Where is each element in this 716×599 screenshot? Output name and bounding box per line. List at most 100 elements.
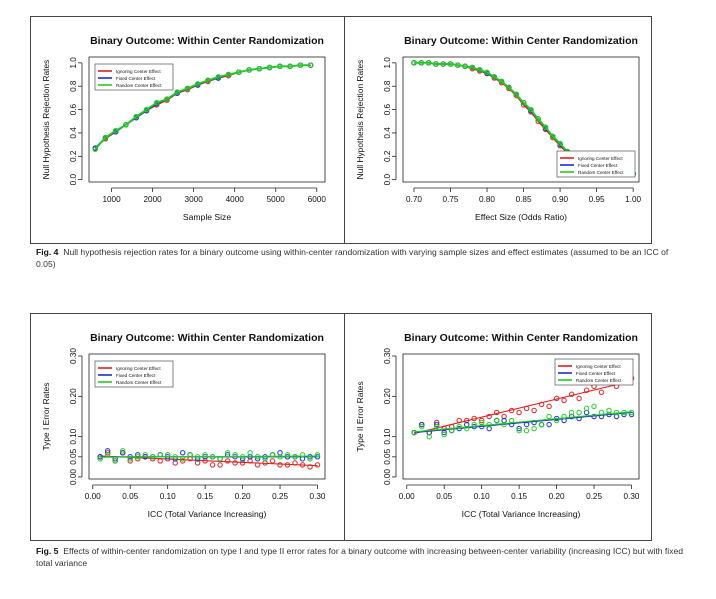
data-point-2 [520,99,527,106]
plot-frame [88,353,326,480]
plot-frame [402,353,640,480]
x-axis-label: Sample Size [183,212,231,222]
data-point-0 [232,460,238,466]
data-point-2 [157,452,163,458]
data-point-2 [314,452,321,458]
data-point-2 [598,409,605,416]
data-point-0 [254,462,261,468]
y-tick-label: 0.30 [383,348,392,364]
chart-title: Binary Outcome: Within Center Randomizat… [90,35,324,47]
figure-4: Binary Outcome: Within Center Randomizat… [30,16,652,244]
data-point-2 [142,452,148,458]
chart-f5b: Binary Outcome: Within Center Randomizat… [355,332,640,519]
data-point-2 [523,427,530,434]
data-point-0 [104,450,111,456]
data-point-0 [224,458,231,464]
legend-entry: Ignoring Center Effect [116,69,161,74]
x-axis-label: ICC (Total Variance Increasing) [462,509,581,519]
data-point-1 [523,421,530,428]
figure-4-caption: Fig. 4 Null hypothesis rejection rates f… [36,246,686,270]
data-point-2 [143,106,150,113]
data-point-2 [535,116,541,122]
x-tick-label: 0.25 [586,492,602,501]
x-tick-label: 5000 [267,195,286,204]
data-point-0 [508,407,515,414]
x-axis-label: Effect Size (Odds Ratio) [475,212,567,222]
data-point-2 [471,421,477,428]
data-point-2 [194,454,201,460]
data-point-2 [493,417,500,424]
figure-4-panel-right: Binary Outcome: Within Center Randomizat… [344,17,652,243]
data-point-1 [441,429,447,436]
data-point-2 [628,409,635,416]
data-point-2 [97,456,103,462]
data-point-2 [561,413,567,420]
data-point-2 [284,452,291,458]
data-point-2 [202,452,208,458]
data-point-2 [307,456,313,462]
data-point-2 [127,456,133,462]
y-tick-label: 0.10 [383,428,392,444]
fit-line-1 [414,411,632,434]
data-point-2 [538,421,545,428]
data-point-1 [456,425,462,432]
data-point-2 [426,433,432,440]
data-point-1 [546,421,552,428]
data-point-2 [262,456,268,462]
data-point-2 [508,417,515,424]
data-point-2 [418,423,425,430]
data-point-2 [550,133,556,140]
figure-5-caption: Fig. 5 Effects of within-center randomiz… [36,545,686,569]
data-point-2 [134,454,141,460]
data-point-2 [149,454,156,460]
data-point-0 [561,397,567,404]
data-point-2 [119,448,126,454]
x-tick-label: 6000 [308,195,327,204]
data-point-0 [217,462,223,468]
x-tick-label: 1000 [102,195,121,204]
data-point-2 [287,63,293,70]
data-point-2 [153,99,160,106]
x-axis-label: ICC (Total Variance Increasing) [148,509,267,519]
x-tick-label: 4000 [226,195,245,204]
data-point-2 [441,431,447,438]
data-point-0 [553,395,560,402]
figure-4-panel-left: Binary Outcome: Within Center Randomizat… [31,17,338,243]
y-axis-label: Type I Error Rates [41,383,51,451]
data-point-2 [266,64,273,71]
data-point-2 [179,456,186,462]
y-tick-label: 0.2 [69,150,78,162]
data-point-2 [463,425,470,432]
figure-4-label: Fig. 4 [36,247,59,257]
data-point-2 [205,77,211,84]
data-point-0 [538,401,545,408]
y-axis-label: Type II Error Rates [355,381,365,451]
data-point-1 [433,421,440,428]
data-point-0 [583,387,590,394]
data-point-2 [307,62,314,68]
plot-frame [402,56,640,183]
data-point-2 [256,65,263,72]
x-tick-label: 1.00 [625,195,641,204]
data-point-1 [119,450,126,456]
figure-5-panel-right: Binary Outcome: Within Center Randomizat… [344,314,652,540]
legend-entry: Random Center Effect [578,170,624,175]
data-point-2 [184,85,191,92]
data-point-0 [299,462,306,468]
series-line-2 [94,64,311,150]
figure-5: Binary Outcome: Within Center Randomizat… [30,313,652,541]
data-point-2 [469,64,476,71]
x-tick-label: 0.30 [310,492,326,501]
data-point-2 [224,450,231,456]
y-axis-label: Null Hypothesis Rejection Rates [355,60,365,180]
legend-entry: Random Center Effect [576,378,622,383]
x-tick-label: 0.00 [399,492,415,501]
data-point-2 [164,96,170,102]
y-tick-label: 0.05 [383,448,392,464]
data-point-2 [292,454,298,460]
figure-4-caption-text: Null hypothesis rejection rates for a bi… [36,247,669,269]
y-tick-label: 0.8 [383,80,392,92]
data-point-2 [433,423,440,430]
fit-line-2 [100,455,318,458]
y-tick-label: 0.10 [69,428,78,444]
